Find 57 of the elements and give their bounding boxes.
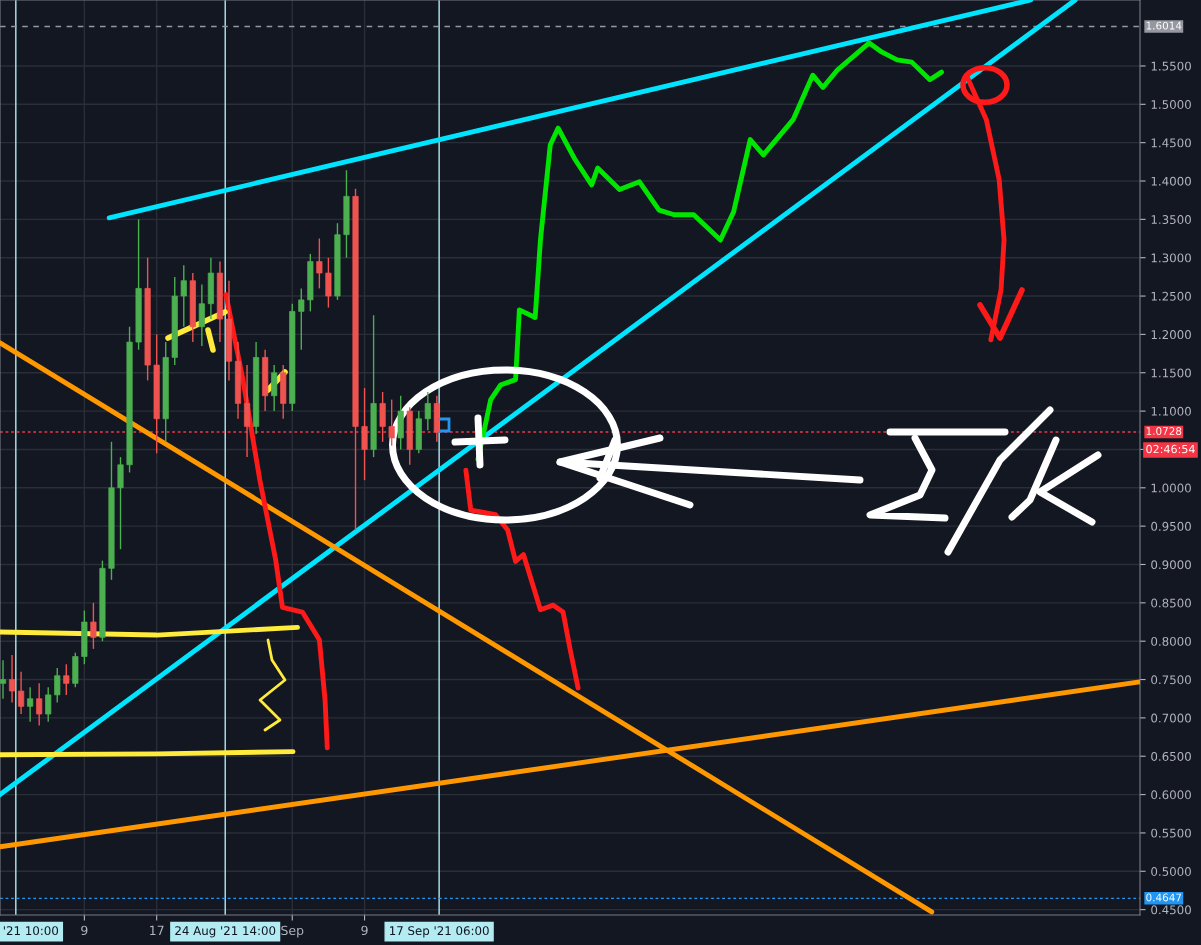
x-tick-label: Sep (281, 925, 304, 938)
y-tick-label: 1.4500 (1151, 138, 1191, 148)
ref-line-label: 24 Aug '21 14:00 (175, 926, 276, 938)
y-tick-label: 1.5500 (1151, 61, 1191, 71)
candlestick (27, 686, 34, 723)
ref-line-label: 0.4647 (1146, 893, 1182, 902)
y-tick-label: 1.2500 (1151, 291, 1191, 301)
candlestick (424, 391, 431, 431)
y-tick-label: 0.9500 (1151, 521, 1191, 531)
y-tick-label: 1.2000 (1151, 330, 1191, 340)
candlestick (298, 287, 305, 351)
candlestick (0, 659, 7, 700)
ref-line-label: '21 10:00 (3, 926, 59, 936)
candlestick (36, 682, 43, 727)
candlestick (117, 456, 124, 550)
candlestick (361, 387, 368, 481)
y-tick-label: 0.5500 (1151, 828, 1191, 838)
y-tick-label: 0.9000 (1151, 560, 1191, 570)
candlestick (180, 264, 187, 328)
ref-line-label: 17 Sep '21 06:00 (390, 926, 489, 938)
y-tick-label: 1.0000 (1151, 483, 1191, 493)
y-tick-label: 0.6000 (1151, 790, 1191, 800)
y-tick-label: 0.8500 (1151, 598, 1191, 608)
line-series (475, 40, 944, 462)
y-tick-label: 0.4500 (1151, 905, 1191, 915)
line-series (223, 292, 330, 751)
y-tick-label: 1.4000 (1151, 176, 1191, 186)
x-tick-label: 9 (361, 925, 368, 936)
y-tick-label: 0.5000 (1151, 867, 1191, 876)
candlestick (54, 667, 61, 704)
y-tick-label: 1.1500 (1151, 368, 1191, 378)
x-tick-label: 9 (81, 925, 88, 936)
y-tick-label: 1.3500 (1151, 215, 1191, 225)
candlestick (198, 283, 205, 347)
candlestick (18, 671, 25, 715)
candlestick (63, 663, 70, 696)
y-tick-label: 1.1000 (1151, 406, 1191, 416)
line-series (463, 467, 581, 691)
candlestick (45, 686, 52, 723)
candlestick (325, 257, 332, 309)
y-tick-label: 1.3000 (1151, 253, 1191, 263)
candlestick (379, 391, 386, 443)
candlestick (90, 602, 97, 650)
x-tick-label: 17 (150, 925, 164, 935)
candlestick (316, 237, 323, 290)
candlestick (8, 654, 16, 704)
candlestick (388, 398, 395, 447)
ref-line-label: 1.6014 (1146, 21, 1182, 30)
y-tick-label: 0.8000 (1151, 636, 1191, 646)
y-tick-label: 0.6500 (1151, 751, 1191, 761)
candlestick (271, 364, 278, 412)
y-tick-label: 0.7000 (1151, 713, 1191, 723)
ref-line-label: 1.0728 (1146, 427, 1182, 435)
y-tick-label: 0.7500 (1151, 675, 1191, 685)
y-tick-label: 1.5000 (1151, 100, 1191, 109)
text: 02:46:54 (1146, 444, 1195, 454)
candlestick (243, 364, 251, 458)
